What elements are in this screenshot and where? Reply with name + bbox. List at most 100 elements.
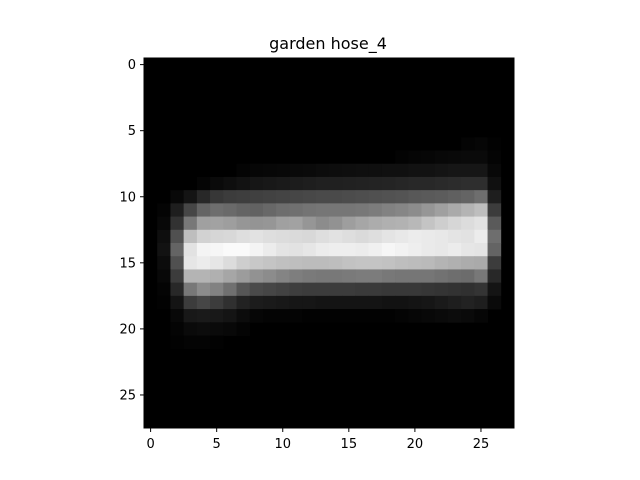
heatmap-cell — [223, 203, 237, 217]
heatmap-cell — [249, 243, 264, 257]
heatmap-cell — [434, 309, 449, 323]
x-tick-label: 0 — [146, 437, 154, 452]
heatmap-cell — [249, 190, 264, 204]
heatmap-cell — [183, 256, 198, 270]
heatmap-cell — [249, 203, 264, 217]
heatmap-cell — [461, 282, 475, 297]
heatmap-cell — [223, 295, 237, 310]
heatmap-cell — [157, 269, 171, 284]
heatmap-cell — [408, 163, 422, 178]
heatmap-cell — [315, 243, 330, 257]
heatmap-cell — [196, 282, 211, 297]
heatmap-cell — [447, 269, 462, 284]
heatmap-cell — [276, 282, 290, 297]
heatmap-cell — [302, 229, 317, 244]
heatmap-cell — [183, 282, 198, 297]
heatmap-cell — [474, 295, 488, 310]
heatmap-cell — [421, 203, 436, 217]
heatmap-cell — [408, 176, 422, 191]
heatmap-cell — [236, 256, 251, 270]
heatmap-cell — [196, 190, 211, 204]
heatmap-cell — [262, 243, 277, 257]
heatmap-cell — [249, 309, 264, 323]
heatmap-cell — [408, 295, 422, 310]
x-tick-label: 20 — [407, 437, 424, 452]
heatmap-cell — [210, 256, 224, 270]
y-axis: 0 5 10 15 20 25 — [119, 58, 144, 403]
heatmap-cell — [289, 282, 303, 297]
heatmap-cell — [421, 163, 436, 178]
heatmap-cell — [381, 203, 396, 217]
heatmap-cell — [196, 176, 211, 191]
heatmap-cell — [474, 163, 488, 178]
heatmap-cell — [434, 163, 449, 178]
heatmap-cell — [381, 269, 396, 284]
heatmap-cell — [170, 309, 185, 323]
heatmap-cell — [329, 282, 343, 297]
x-tick-label: 15 — [341, 437, 358, 452]
heatmap-cell — [236, 190, 251, 204]
heatmap-cell — [421, 216, 436, 231]
heatmap-cell — [210, 322, 224, 336]
heatmap-cell — [223, 282, 237, 297]
heatmap-cell — [421, 229, 436, 244]
heatmap-cell — [355, 269, 370, 284]
heatmap-cell — [487, 150, 502, 165]
heatmap-cell — [276, 216, 290, 231]
heatmap-cell — [157, 282, 171, 297]
heatmap-cell — [236, 295, 251, 310]
heatmap-cell — [421, 282, 436, 297]
heatmap-cell — [434, 203, 449, 217]
heatmap-cell — [302, 190, 317, 204]
heatmap-cell — [315, 176, 330, 191]
heatmap-cell — [249, 163, 264, 178]
heatmap-cell — [315, 216, 330, 231]
heatmap-cell — [170, 335, 185, 350]
heatmap-cell — [381, 282, 396, 297]
heatmap-cell — [315, 295, 330, 310]
heatmap-cell — [342, 309, 356, 323]
heatmap-cell — [236, 309, 251, 323]
heatmap-cell — [342, 203, 356, 217]
heatmap-cell — [210, 203, 224, 217]
heatmap-cell — [342, 256, 356, 270]
heatmap-cell — [395, 176, 409, 191]
heatmap-cell — [170, 216, 185, 231]
heatmap-cell — [157, 216, 171, 231]
heatmap-cell — [236, 282, 251, 297]
heatmap-cell — [289, 176, 303, 191]
heatmap-cell — [249, 176, 264, 191]
heatmap-cell — [434, 282, 449, 297]
heatmap-cell — [447, 295, 462, 310]
heatmap-cell — [408, 269, 422, 284]
heatmap-cell — [236, 229, 251, 244]
heatmap-cell — [447, 163, 462, 178]
heatmap-cell — [434, 269, 449, 284]
heatmap-cell — [381, 176, 396, 191]
heatmap-cell — [289, 243, 303, 257]
heatmap-cell — [276, 269, 290, 284]
heatmap-cell — [276, 190, 290, 204]
heatmap-cell — [447, 243, 462, 257]
heatmap-cell — [315, 163, 330, 178]
heatmap-cell — [447, 216, 462, 231]
heatmap-cell — [170, 322, 185, 336]
heatmap-cell — [342, 229, 356, 244]
heatmap-cell — [434, 295, 449, 310]
heatmap-cell — [447, 229, 462, 244]
heatmap-cell — [196, 309, 211, 323]
heatmap-cell — [329, 295, 343, 310]
heatmap-cell — [315, 282, 330, 297]
heatmap-cell — [408, 282, 422, 297]
heatmap-cell — [395, 216, 409, 231]
heatmap-cell — [329, 243, 343, 257]
heatmap-cell — [210, 176, 224, 191]
heatmap-cell — [262, 176, 277, 191]
heatmap-cell — [210, 295, 224, 310]
heatmap-cell — [395, 150, 409, 165]
heatmap-cell — [434, 256, 449, 270]
heatmap-cell — [368, 269, 383, 284]
heatmap-cell — [368, 163, 383, 178]
heatmap-cell — [315, 190, 330, 204]
heatmap-cell — [461, 150, 475, 165]
